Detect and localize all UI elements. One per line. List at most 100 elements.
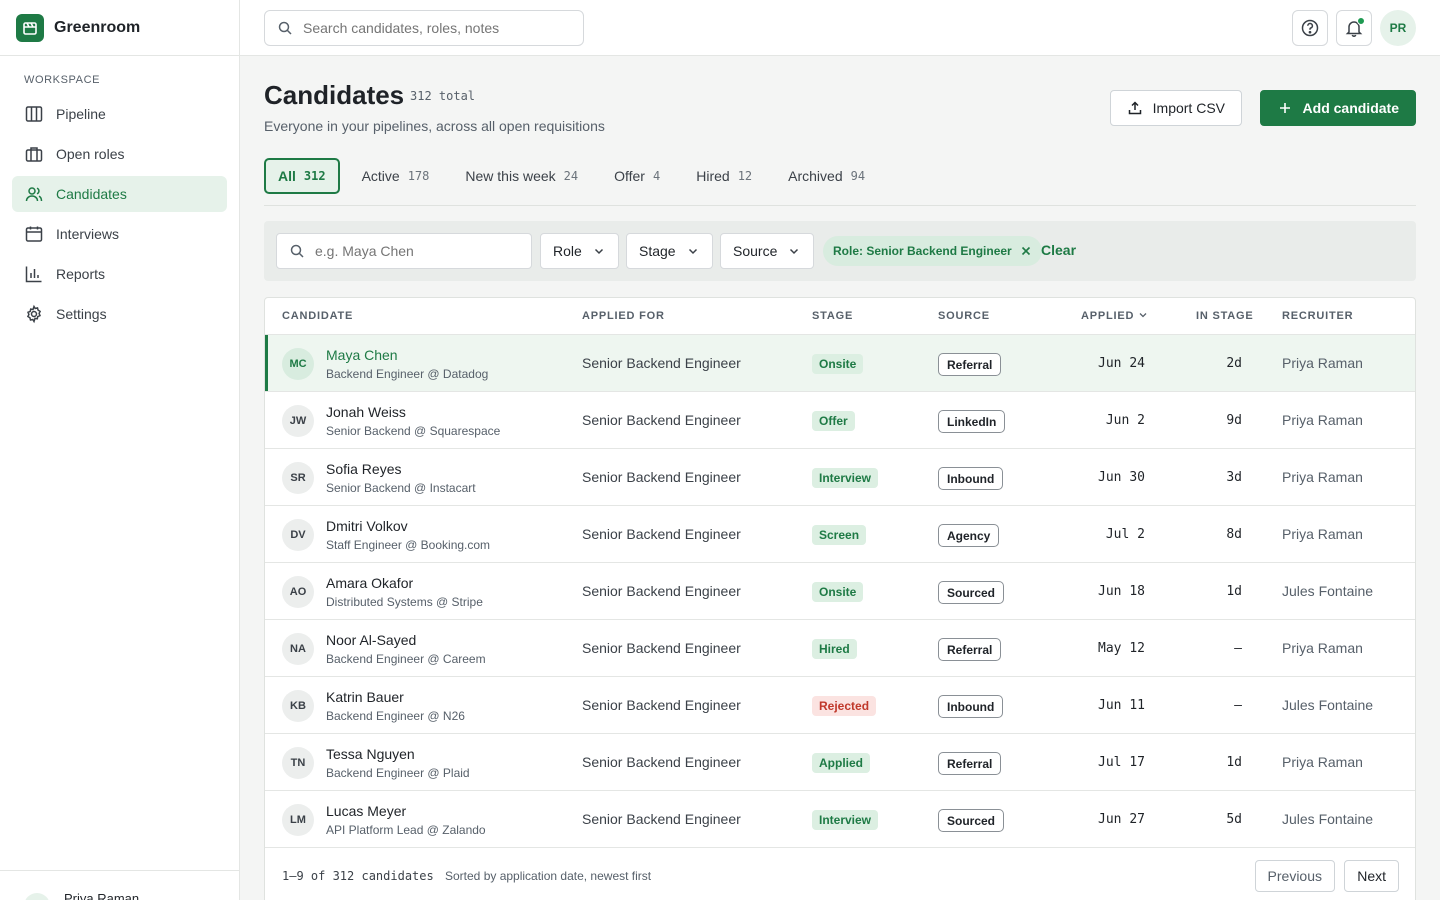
table-row[interactable]: MC Maya Chen Backend Engineer @ Datadog Sen… — [265, 335, 1415, 392]
candidate-name[interactable]: Tessa Nguyen — [326, 746, 415, 762]
sidebar-item-label: Pipeline — [56, 106, 106, 122]
candidate-search-input[interactable] — [315, 243, 515, 259]
table-row[interactable]: SR Sofia Reyes Senior Backend @ Instacart S… — [265, 449, 1415, 506]
applied-date: Jul 17 — [1098, 755, 1145, 770]
time-in-stage: 3d — [1226, 470, 1242, 485]
next-page-button[interactable]: Next — [1344, 860, 1399, 892]
active-filter-chip[interactable]: Role: Senior Backend Engineer — [823, 236, 1042, 266]
candidate-current-title: Senior Backend @ Squarespace — [326, 424, 501, 438]
tab-archived[interactable]: Archived 94 — [774, 158, 879, 194]
clear-filters-link[interactable]: Clear — [1041, 242, 1077, 258]
candidate-name[interactable]: Sofia Reyes — [326, 461, 402, 477]
avatar: MC — [282, 348, 314, 380]
column-header-applied: APPLIED — [1081, 310, 1135, 322]
brand[interactable]: Greenroom — [0, 0, 239, 56]
candidate-name[interactable]: Noor Al-Sayed — [326, 632, 417, 648]
tab-hired[interactable]: Hired 12 — [682, 158, 766, 194]
column-header-source[interactable]: SOURCE — [938, 310, 990, 322]
sort-down-icon — [1139, 313, 1147, 318]
add-candidate-button[interactable]: Add candidate — [1259, 90, 1416, 126]
candidate-name[interactable]: Jonah Weiss — [326, 404, 406, 420]
table-row[interactable]: LM Lucas Meyer API Platform Lead @ Zalando… — [265, 791, 1415, 848]
column-header-in-stage[interactable]: IN STAGE — [1196, 310, 1254, 322]
global-search-input[interactable] — [303, 20, 563, 36]
source-badge: Inbound — [938, 467, 1004, 490]
tab-label: New this week — [465, 168, 556, 184]
previous-page-button[interactable]: Previous — [1254, 860, 1335, 892]
filter-chip-label: Role: Senior Backend Engineer — [833, 244, 1012, 258]
close-icon[interactable] — [1020, 245, 1032, 257]
table-row[interactable]: AO Amara Okafor Distributed Systems @ Stri… — [265, 563, 1415, 620]
tab-all[interactable]: All 312 — [264, 158, 340, 194]
candidate-name[interactable]: Amara Okafor — [326, 575, 414, 591]
applied-date: Jun 2 — [1105, 413, 1145, 428]
applied-role: Senior Backend Engineer — [582, 355, 741, 371]
source-badge: Sourced — [938, 809, 1005, 832]
column-header-stage[interactable]: STAGE — [812, 310, 854, 322]
chevron-down-icon — [688, 248, 697, 255]
app-name: Greenroom — [54, 18, 141, 36]
avatar: DV — [282, 519, 314, 551]
total-count: 312 total — [410, 89, 476, 103]
candidate-current-title: Backend Engineer @ Datadog — [326, 367, 489, 381]
table-row[interactable]: TN Tessa Nguyen Backend Engineer @ Plaid Se… — [265, 734, 1415, 791]
candidate-name[interactable]: Lucas Meyer — [326, 803, 407, 819]
tab-label: All — [278, 168, 296, 184]
table-row[interactable]: KB Katrin Bauer Backend Engineer @ N26 Seni… — [265, 677, 1415, 734]
applied-date: Jul 2 — [1105, 527, 1145, 542]
source-badge: Sourced — [938, 581, 1005, 604]
time-in-stage: – — [1234, 641, 1242, 656]
columns-icon — [25, 106, 43, 122]
tab-new-this-week[interactable]: New this week 24 — [451, 158, 592, 194]
recruiter-name: Priya Raman — [1282, 469, 1363, 485]
candidate-name[interactable]: Katrin Bauer — [326, 689, 404, 705]
global-search[interactable] — [264, 10, 584, 46]
candidate-current-title: Backend Engineer @ N26 — [326, 709, 465, 723]
sidebar-item-reports[interactable]: Reports — [12, 256, 227, 292]
help-button[interactable] — [1292, 10, 1328, 46]
import-csv-button[interactable]: Import CSV — [1109, 90, 1242, 126]
applied-role: Senior Backend Engineer — [582, 583, 741, 599]
plus-icon — [1279, 103, 1290, 113]
source-badge: Referral — [938, 353, 1002, 376]
search-icon — [278, 21, 292, 35]
stage-dropdown[interactable]: Stage — [626, 233, 713, 269]
candidate-name[interactable]: Dmitri Volkov — [326, 518, 408, 534]
column-header-applied-sort[interactable]: APPLIED — [1081, 310, 1148, 322]
bell-icon — [1345, 21, 1363, 37]
source-badge: Agency — [938, 524, 1000, 547]
time-in-stage: – — [1234, 698, 1242, 713]
notification-dot — [1357, 17, 1365, 25]
column-header-applied-for[interactable]: APPLIED FOR — [582, 310, 665, 322]
tab-offer[interactable]: Offer 4 — [600, 158, 674, 194]
briefcase-icon — [25, 147, 43, 162]
sidebar-item-candidates[interactable]: Candidates — [12, 176, 227, 212]
candidate-tabs: All 312 Active 178 New this week 24 Offer 4 … — [264, 158, 1416, 206]
sidebar-item-settings[interactable]: Settings — [12, 296, 227, 332]
user-avatar[interactable]: PR — [1380, 10, 1416, 46]
sidebar-item-open-roles[interactable]: Open roles — [12, 136, 227, 172]
source-dropdown[interactable]: Source — [720, 233, 815, 269]
avatar — [24, 893, 50, 900]
time-in-stage: 9d — [1226, 413, 1242, 428]
candidate-current-title: Staff Engineer @ Booking.com — [326, 538, 491, 552]
tab-active[interactable]: Active 178 — [348, 158, 444, 194]
table-row[interactable]: DV Dmitri Volkov Staff Engineer @ Booking.… — [265, 506, 1415, 563]
sidebar-user[interactable]: Priya Raman — [0, 870, 239, 900]
applied-role: Senior Backend Engineer — [582, 697, 741, 713]
sidebar-item-interviews[interactable]: Interviews — [12, 216, 227, 252]
column-header-recruiter[interactable]: RECRUITER — [1282, 310, 1354, 322]
notifications-button[interactable] — [1336, 10, 1372, 46]
candidate-search[interactable] — [276, 233, 532, 269]
recruiter-name: Jules Fontaine — [1282, 697, 1374, 713]
recruiter-name: Priya Raman — [1282, 412, 1363, 428]
avatar: SR — [282, 462, 314, 494]
time-in-stage: 1d — [1226, 755, 1242, 770]
sidebar-item-pipeline[interactable]: Pipeline — [12, 96, 227, 132]
column-header-candidate[interactable]: CANDIDATE — [282, 310, 354, 322]
table-row[interactable]: NA Noor Al-Sayed Backend Engineer @ Careem… — [265, 620, 1415, 677]
table-row[interactable]: JW Jonah Weiss Senior Backend @ Squarespac… — [265, 392, 1415, 449]
tab-label: Hired — [696, 168, 730, 184]
role-dropdown[interactable]: Role — [540, 233, 619, 269]
candidate-name[interactable]: Maya Chen — [326, 347, 398, 363]
